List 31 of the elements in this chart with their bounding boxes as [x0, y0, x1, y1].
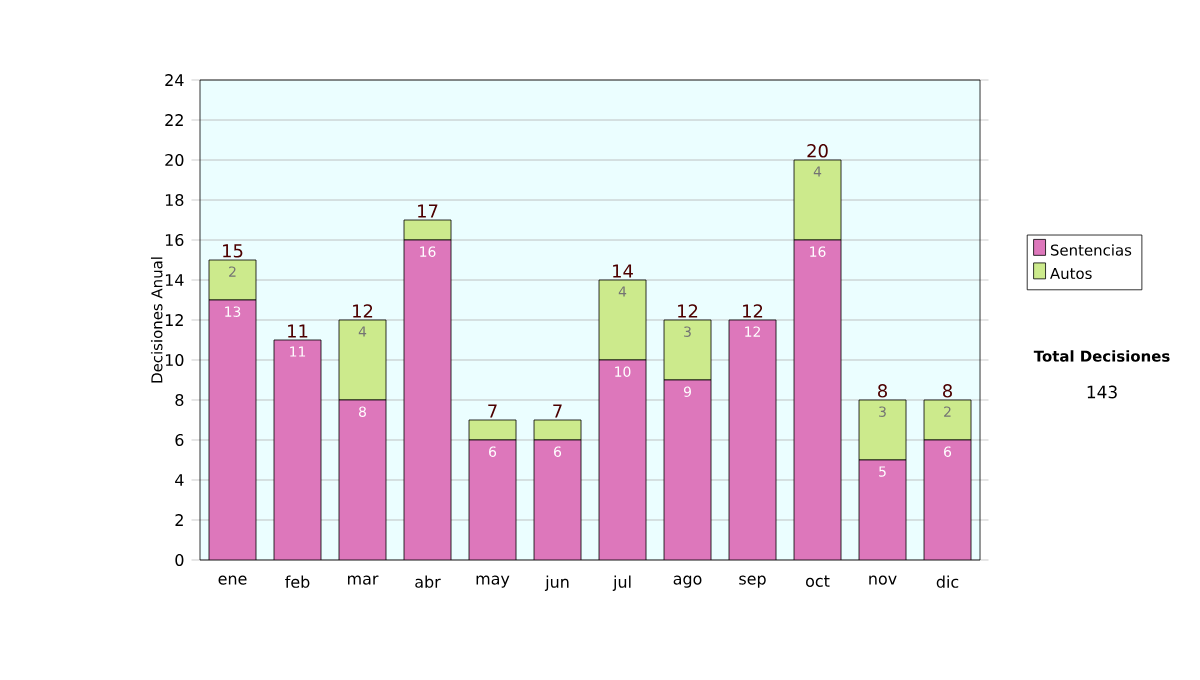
- total-label: 15: [223, 244, 243, 258]
- bar: [729, 320, 777, 560]
- total-label: 12: [743, 304, 763, 318]
- bar: [859, 460, 907, 560]
- bar: [664, 380, 712, 560]
- total-label: 14: [613, 264, 633, 278]
- bar: [534, 440, 582, 560]
- total-label: 11: [288, 324, 308, 338]
- bar: [469, 440, 517, 560]
- total-label: 7: [488, 404, 497, 418]
- bar: [858, 399, 907, 461]
- bar: [404, 240, 452, 560]
- bar: [468, 419, 517, 441]
- bar: [599, 360, 647, 560]
- text: 143: [1087, 385, 1117, 399]
- total-label: 8: [878, 384, 887, 398]
- total-label: 17: [418, 204, 438, 218]
- bar: [338, 319, 387, 401]
- bar: [339, 400, 387, 560]
- bar: [663, 319, 712, 381]
- total-label: 7: [553, 404, 562, 418]
- bar: [923, 439, 972, 560]
- total-label: 12: [353, 304, 373, 318]
- bar: [209, 300, 257, 560]
- bar: [274, 340, 322, 560]
- bar: [598, 279, 647, 361]
- bar: [794, 240, 842, 560]
- bar: [533, 419, 582, 441]
- total-label: 12: [678, 304, 698, 318]
- total-label: 8: [943, 384, 952, 398]
- total-label: 20: [807, 144, 828, 158]
